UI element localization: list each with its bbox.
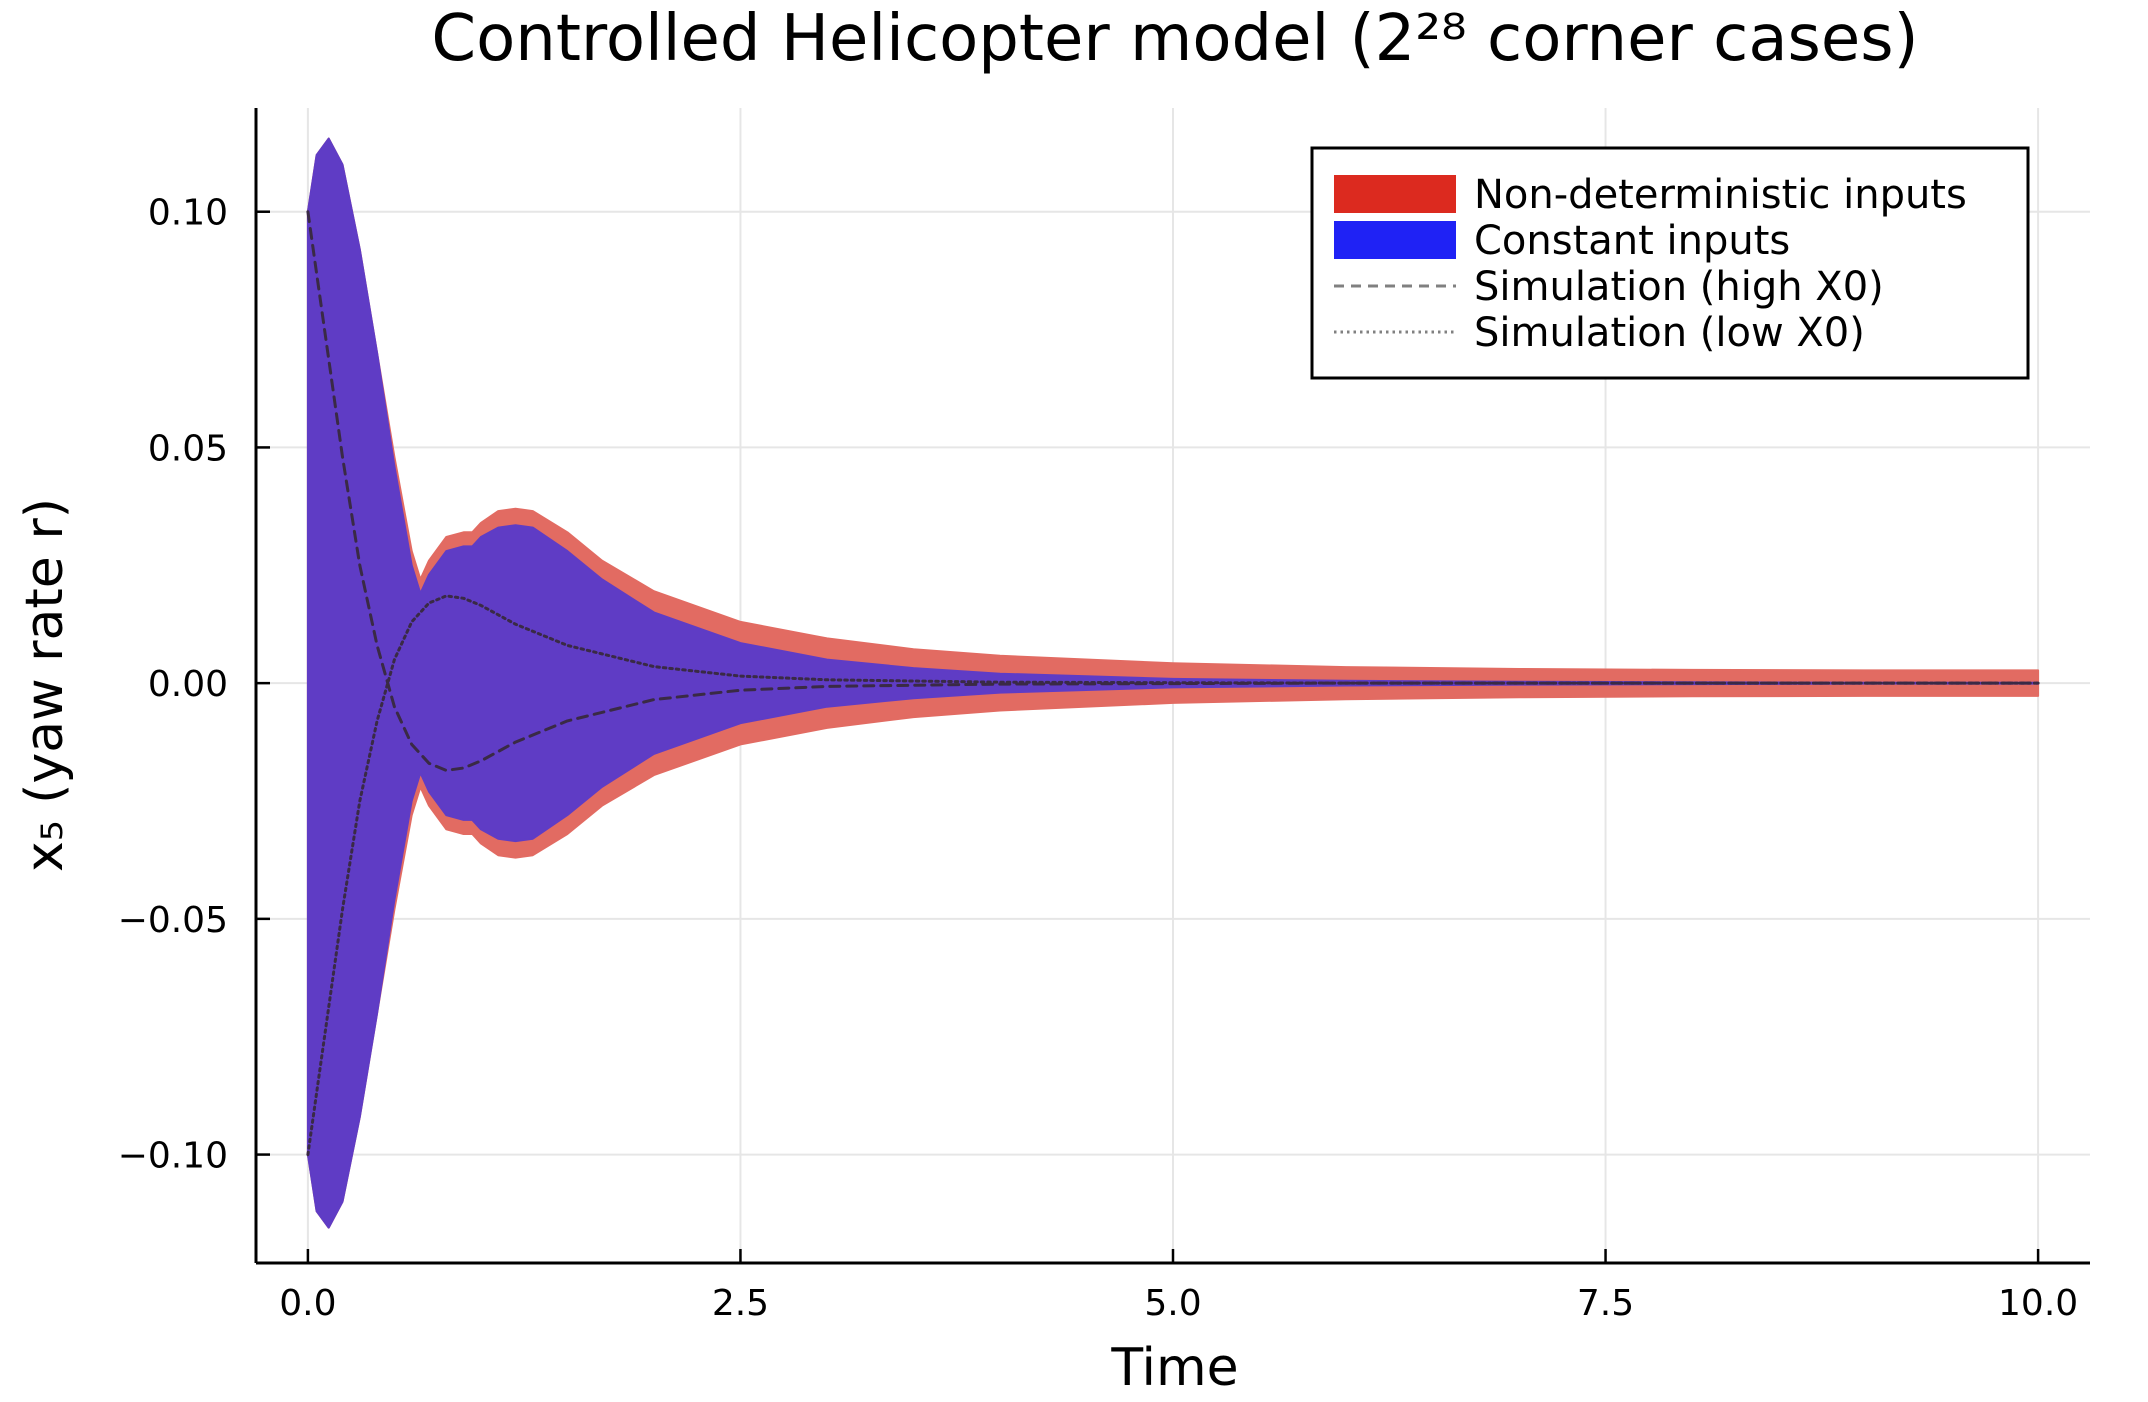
x-tick-label: 2.5 <box>712 1283 769 1324</box>
legend-label: Non-deterministic inputs <box>1474 172 1967 218</box>
legend-swatch <box>1334 175 1456 213</box>
chart-title: Controlled Helicopter model (2²⁸ corner … <box>431 2 1918 76</box>
y-tick-label: −0.10 <box>118 1136 228 1177</box>
x-tick-label: 5.0 <box>1144 1283 1201 1324</box>
legend-label: Simulation (high X0) <box>1474 264 1884 310</box>
y-tick-label: 0.00 <box>148 664 228 705</box>
legend-entry: Constant inputs <box>1334 218 1790 264</box>
y-tick-label: 0.10 <box>148 193 228 234</box>
legend-swatch <box>1334 221 1456 259</box>
x-axis-label: Time <box>1110 1338 1238 1398</box>
legend-label: Constant inputs <box>1474 218 1790 264</box>
y-tick-label: −0.05 <box>118 900 228 941</box>
legend-entry: Non-deterministic inputs <box>1334 172 1967 218</box>
y-axis-label: x₅ (yaw rate r) <box>15 498 75 872</box>
legend-label: Simulation (low X0) <box>1474 310 1865 356</box>
x-tick-label: 7.5 <box>1577 1283 1634 1324</box>
x-tick-label: 0.0 <box>279 1283 336 1324</box>
x-tick-label: 10.0 <box>1998 1283 2078 1324</box>
y-tick-label: 0.05 <box>148 428 228 469</box>
